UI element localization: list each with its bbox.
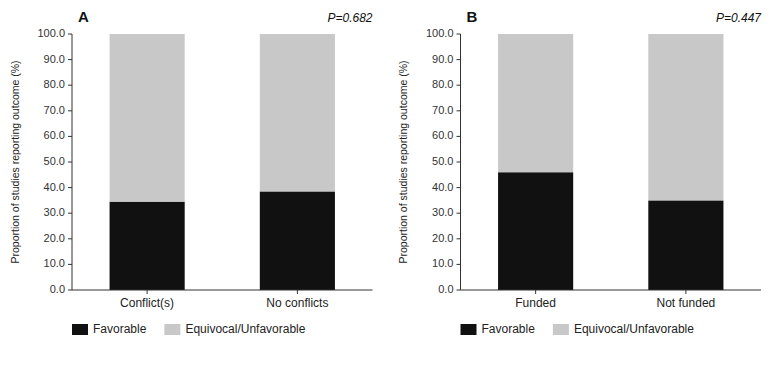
- y-tick-label: 90.0: [432, 53, 453, 65]
- y-tick-label: 30.0: [44, 206, 65, 218]
- bar-segment: [498, 34, 573, 172]
- y-tick-label: 70.0: [44, 104, 65, 116]
- panel-title: B: [467, 8, 478, 25]
- y-tick-label: 20.0: [432, 232, 453, 244]
- legend: Favorable Equivocal/Unfavorable: [461, 322, 695, 336]
- y-tick: [68, 85, 72, 86]
- chart-figure: 0.0 10.0 20.0 30.0 40.0 50.0 60.0 70.0 80.0 90.0 1…: [0, 0, 777, 383]
- legend-swatch: [461, 324, 477, 335]
- x-tick: [297, 290, 298, 294]
- bar-segment: [110, 202, 185, 290]
- y-tick: [457, 34, 461, 35]
- x-tick-label: Conflict(s): [120, 296, 174, 310]
- y-tick: [68, 34, 72, 35]
- legend-swatch: [72, 324, 88, 335]
- y-tick: [457, 264, 461, 265]
- y-tick-label: 10.0: [44, 257, 65, 269]
- bar-segment: [110, 34, 185, 202]
- y-tick-label: 50.0: [432, 155, 453, 167]
- x-tick-label: Funded: [515, 296, 556, 310]
- y-tick: [457, 136, 461, 137]
- y-axis-label: Proportion of studies reporting outcome …: [397, 60, 409, 263]
- y-tick: [68, 238, 72, 239]
- y-tick-label: 40.0: [432, 181, 453, 193]
- y-axis-label: Proportion of studies reporting outcome …: [9, 60, 21, 263]
- y-tick: [68, 290, 72, 291]
- y-tick-label: 40.0: [44, 181, 65, 193]
- bar-segment: [498, 172, 573, 290]
- x-tick: [535, 290, 536, 294]
- y-tick: [457, 162, 461, 163]
- y-tick: [457, 110, 461, 111]
- y-tick: [457, 85, 461, 86]
- y-tick-label: 0.0: [438, 283, 453, 295]
- panel: 0.0 10.0 20.0 30.0 40.0 50.0 60.0 70.0 80.0 90.0 1…: [397, 8, 762, 336]
- y-tick: [68, 162, 72, 163]
- y-tick: [68, 264, 72, 265]
- bar-segment: [260, 191, 335, 290]
- y-tick-label: 80.0: [44, 78, 65, 90]
- y-tick-label: 60.0: [432, 129, 453, 141]
- x-tick: [685, 290, 686, 294]
- bars: [498, 34, 723, 290]
- legend-label: Favorable: [93, 322, 147, 336]
- y-tick: [457, 290, 461, 291]
- x-tick: [147, 290, 148, 294]
- x-axis-line: [461, 290, 762, 291]
- y-tick-label: 70.0: [432, 104, 453, 116]
- y-tick: [68, 187, 72, 188]
- legend-label: Equivocal/Unfavorable: [185, 322, 305, 336]
- legend-swatch: [553, 324, 569, 335]
- y-tick-label: 60.0: [44, 129, 65, 141]
- y-tick: [457, 213, 461, 214]
- y-tick-label: 80.0: [432, 78, 453, 90]
- y-tick-label: 90.0: [44, 53, 65, 65]
- y-tick: [457, 187, 461, 188]
- y-tick: [68, 59, 72, 60]
- legend-label: Favorable: [482, 322, 536, 336]
- y-tick-label: 20.0: [44, 232, 65, 244]
- x-tick-label: No conflicts: [266, 296, 328, 310]
- y-tick: [68, 110, 72, 111]
- legend-swatch: [164, 324, 180, 335]
- bar-segment: [648, 34, 723, 200]
- y-tick-label: 10.0: [432, 257, 453, 269]
- y-tick: [457, 238, 461, 239]
- y-tick-label: 100.0: [426, 27, 454, 39]
- x-tick-label: Not funded: [657, 296, 716, 310]
- legend-label: Equivocal/Unfavorable: [574, 322, 694, 336]
- y-tick: [457, 59, 461, 60]
- y-tick: [68, 136, 72, 137]
- bar-segment: [260, 34, 335, 191]
- y-tick-label: 0.0: [50, 283, 65, 295]
- panel-title: A: [78, 8, 89, 25]
- y-tick-label: 30.0: [432, 206, 453, 218]
- y-tick-label: 50.0: [44, 155, 65, 167]
- bars: [110, 34, 335, 290]
- y-tick: [68, 213, 72, 214]
- y-tick-label: 100.0: [37, 27, 65, 39]
- legend: Favorable Equivocal/Unfavorable: [72, 322, 306, 336]
- annotation: P=0.447: [716, 11, 762, 25]
- annotation: P=0.682: [327, 11, 372, 25]
- panel: 0.0 10.0 20.0 30.0 40.0 50.0 60.0 70.0 80.0 90.0 1…: [9, 8, 373, 336]
- bar-segment: [648, 200, 723, 290]
- x-axis-line: [72, 290, 373, 291]
